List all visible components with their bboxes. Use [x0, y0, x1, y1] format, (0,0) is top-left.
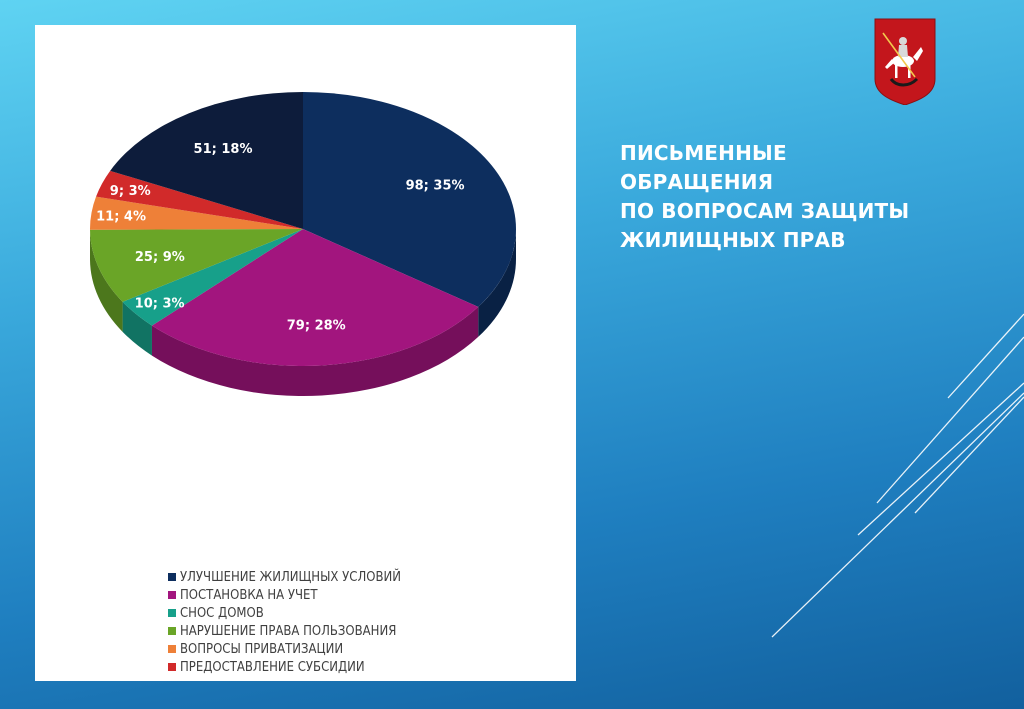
pie-chart: 98; 35% 79; 28% 10; 3% 25; 9% 11; 4% 9; 3% 51;… — [90, 92, 516, 396]
pie-slice-0 — [303, 92, 516, 307]
legend-item: СНОС ДОМОВ — [168, 604, 401, 622]
legend: УЛУЧШЕНИЕ ЖИЛИЩНЫХ УСЛОВИЙ ПОСТАНОВКА НА … — [35, 568, 576, 681]
legend-item: НАРУШЕНИЕ ПРАВА ПОЛЬЗОВАНИЯ — [168, 622, 401, 640]
legend-swatch — [168, 645, 176, 653]
legend-label: УЛУЧШЕНИЕ ЖИЛИЩНЫХ УСЛОВИЙ — [180, 569, 401, 585]
legend-swatch — [168, 627, 176, 635]
legend-label: НАРУШЕНИЕ ПРАВА ПОЛЬЗОВАНИЯ — [180, 623, 397, 639]
legend-label: СНОС ДОМОВ — [180, 605, 264, 621]
legend-swatch — [168, 609, 176, 617]
legend-label: ВОПРОСЫ ПРИВАТИЗАЦИИ — [180, 641, 344, 657]
pie-labels: 98; 35% 79; 28% 10; 3% 25; 9% 11; 4% 9; 3% 51;… — [96, 142, 464, 333]
legend-swatch — [168, 591, 176, 599]
moscow-coat-of-arms-icon — [874, 18, 936, 105]
pie-label-0: 98; 35% — [406, 178, 465, 193]
pie-slice-3 — [90, 229, 303, 302]
legend-item: ВОПРОСЫ ПРИВАТИЗАЦИИ — [168, 640, 401, 658]
pie-side-2 — [122, 301, 152, 356]
pie-side-0 — [478, 229, 516, 337]
pie-label-2: 10; 3% — [135, 296, 185, 311]
pie-side-3 — [90, 229, 123, 332]
pie-slice-5 — [96, 170, 303, 229]
legend-label: ПОСТАНОВКА НА УЧЕТ — [180, 587, 318, 603]
pie-label-1: 79; 28% — [287, 319, 346, 334]
pie-sides — [90, 229, 516, 396]
legend-swatch — [168, 573, 176, 581]
pie-slice-6 — [110, 92, 303, 229]
pie-label-5: 9; 3% — [110, 184, 151, 199]
pie-slice-1 — [151, 229, 479, 366]
pie-slice-2 — [122, 229, 303, 326]
pie-slices — [90, 92, 516, 366]
title-line-2: ОБРАЩЕНИЯ — [620, 170, 774, 194]
pie-label-6: 51; 18% — [194, 142, 253, 157]
legend-item: УЛУЧШЕНИЕ ЖИЛИЩНЫХ УСЛОВИЙ — [168, 568, 401, 586]
title-line-1: ПИСЬМЕННЫЕ — [620, 141, 787, 165]
legend-swatch — [168, 663, 176, 671]
legend-label: ПРЕДОСТАВЛЕНИЕ СУБСИДИИ — [180, 659, 365, 675]
title-line-4: ЖИЛИЩНЫХ ПРАВ — [620, 228, 846, 252]
slide-title: ПИСЬМЕННЫЕ ОБРАЩЕНИЯ ПО ВОПРОСАМ ЗАЩИТЫ … — [620, 139, 1000, 255]
pie-label-3: 25; 9% — [135, 250, 185, 265]
pie-slice-4 — [90, 196, 303, 230]
pie-label-4: 11; 4% — [96, 209, 146, 224]
legend-item: ПРЕДОСТАВЛЕНИЕ СУБСИДИИ — [168, 658, 401, 676]
chart-panel: 98; 35% 79; 28% 10; 3% 25; 9% 11; 4% 9; 3% 51;… — [35, 25, 576, 681]
legend-item: ПОСТАНОВКА НА УЧЕТ — [168, 586, 401, 604]
title-line-3: ПО ВОПРОСАМ ЗАЩИТЫ — [620, 199, 910, 223]
pie-side-1 — [151, 306, 479, 396]
